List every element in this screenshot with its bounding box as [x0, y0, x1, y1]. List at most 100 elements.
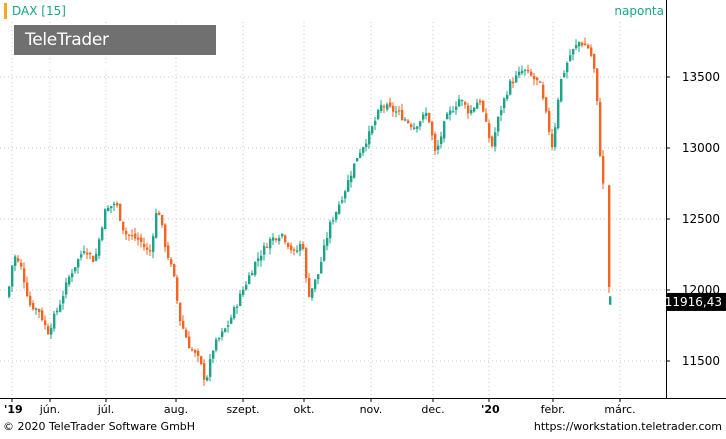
candle-body	[284, 235, 287, 243]
candle-body	[80, 254, 83, 258]
candle-body	[233, 307, 236, 319]
candle	[215, 337, 218, 353]
candle	[248, 272, 251, 285]
candle	[338, 201, 341, 216]
candle	[344, 189, 347, 204]
candle	[188, 331, 191, 349]
candle-body	[155, 212, 158, 238]
candle	[371, 125, 374, 136]
candle-body	[14, 256, 17, 266]
candle-body	[161, 215, 164, 226]
x-tick-label: jún.	[39, 403, 61, 416]
interval-label[interactable]: naponta	[614, 4, 664, 18]
candle	[14, 254, 17, 271]
candle-body	[317, 274, 320, 280]
candle	[566, 61, 569, 79]
candle	[560, 78, 563, 103]
symbol-label[interactable]: DAX [15]	[4, 3, 66, 19]
candle	[455, 101, 458, 115]
candle-body	[158, 212, 161, 216]
candle-body	[353, 163, 356, 178]
candle	[257, 252, 260, 267]
y-tick-label: 12500	[682, 212, 720, 226]
candle	[53, 310, 56, 332]
candle	[182, 315, 185, 330]
candle	[422, 111, 425, 123]
candle-body	[143, 243, 146, 248]
candle	[548, 107, 551, 135]
candle-body	[494, 132, 497, 147]
candle	[263, 242, 266, 261]
candle-body	[356, 158, 359, 162]
candle	[488, 119, 491, 143]
candle-body	[560, 78, 563, 102]
candle-body	[272, 237, 275, 241]
footer-url-link[interactable]: https://workstation.teletrader.com	[533, 420, 722, 433]
candle-body	[545, 97, 548, 112]
candle-body	[8, 286, 11, 297]
candle-body	[311, 288, 314, 298]
candle	[17, 255, 20, 263]
candle-body	[236, 306, 239, 308]
candle-body	[527, 70, 530, 72]
candle-body	[95, 253, 98, 261]
candle-body	[419, 121, 422, 127]
candle	[95, 248, 98, 262]
candle-body	[566, 62, 569, 73]
candle-body	[437, 145, 440, 150]
candle	[449, 106, 452, 121]
candle-body	[146, 247, 149, 250]
candle	[320, 256, 323, 274]
candle	[326, 232, 329, 251]
candle	[404, 116, 407, 122]
candle-body	[443, 121, 446, 139]
candle-body	[230, 317, 233, 324]
candle-body	[221, 331, 224, 337]
candle	[200, 355, 203, 366]
candle-body	[62, 296, 65, 304]
candle-body	[599, 102, 602, 157]
candle-body	[485, 113, 488, 122]
candle	[242, 286, 245, 298]
candle	[530, 68, 533, 77]
candle	[410, 122, 413, 131]
candle	[161, 214, 164, 228]
candle	[104, 208, 107, 230]
candle	[581, 41, 584, 48]
candle	[368, 125, 371, 149]
candle-body	[188, 336, 191, 349]
candle	[479, 98, 482, 106]
candle	[419, 120, 422, 131]
candle	[476, 98, 479, 109]
candle	[587, 43, 590, 50]
candle	[308, 273, 311, 298]
candle-body	[497, 116, 500, 132]
candle	[563, 70, 566, 79]
candle-body	[413, 127, 416, 129]
candle-body	[551, 133, 554, 148]
candle-body	[305, 248, 308, 278]
candle	[134, 227, 137, 242]
candle	[578, 41, 581, 52]
candle-body	[461, 100, 464, 102]
candle-body	[263, 245, 266, 255]
candle	[332, 216, 335, 225]
candle-body	[65, 282, 68, 295]
candle-body	[131, 235, 134, 237]
candle-body	[251, 273, 254, 276]
candle	[89, 251, 92, 260]
candle-body	[329, 222, 332, 239]
candle	[599, 97, 602, 157]
candle	[275, 237, 278, 243]
candle	[206, 375, 209, 382]
candle-body	[326, 237, 329, 246]
x-tick-label: '20	[481, 403, 500, 416]
candle	[542, 81, 545, 101]
candle-body	[44, 320, 47, 326]
candle-body	[590, 47, 593, 56]
candle	[302, 241, 305, 251]
candle-last	[609, 296, 612, 305]
candle	[350, 170, 353, 188]
candle-body	[35, 308, 38, 310]
